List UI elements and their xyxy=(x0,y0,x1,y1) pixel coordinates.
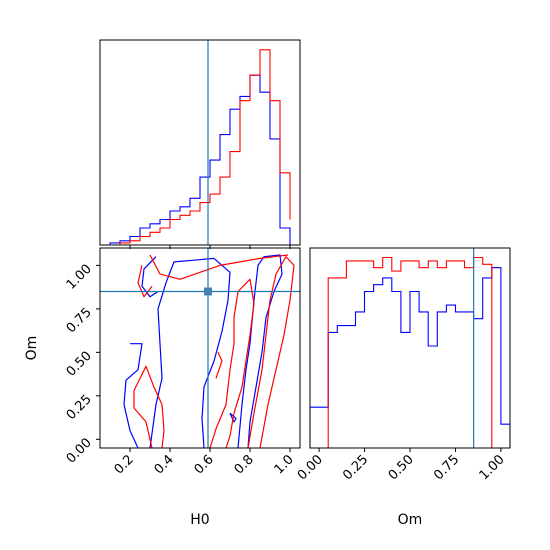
x-axis-label-Om: Om xyxy=(398,512,423,528)
tick-label-Om-x-1: 0.25 xyxy=(340,452,371,483)
contour-6 xyxy=(149,254,289,280)
tick-label-H0-2: 0.6 xyxy=(192,452,217,477)
histogram-panel-H0 xyxy=(99,39,301,249)
tick-label-H0-1: 0.4 xyxy=(152,452,177,477)
hist-Om-series-1 xyxy=(310,256,510,448)
y-axis-label-Om: Om xyxy=(24,336,40,361)
contour-0 xyxy=(149,257,231,448)
histogram-panel-Om xyxy=(309,247,511,449)
tick-label-H0-4: 1.0 xyxy=(272,452,297,477)
tick-label-Om-y-1: 0.25 xyxy=(64,392,95,423)
tick-label-H0-3: 0.8 xyxy=(232,452,257,477)
contour-1 xyxy=(123,343,143,448)
hist-Om-series-0 xyxy=(310,267,510,448)
contour-2 xyxy=(141,256,159,298)
tick-label-Om-x-4: 1.00 xyxy=(477,452,508,483)
contour-9 xyxy=(247,256,295,448)
tick-label-Om-y-2: 0.50 xyxy=(64,349,95,380)
axes-frame-main xyxy=(99,247,301,449)
x-axis-label-H0: H0 xyxy=(190,512,209,528)
hist-H0-series-1 xyxy=(110,49,291,245)
tick-label-Om-x-3: 0.75 xyxy=(431,452,462,483)
tick-label-H0-0: 0.2 xyxy=(112,452,137,477)
tick-label-Om-y-4: 1.00 xyxy=(64,262,95,293)
contour-panel-H0-Om xyxy=(99,247,301,449)
tick-labels: 0.2 0.4 0.6 0.8 1.00.000.250.500.751.000.00 0… xyxy=(64,262,508,484)
tick-label-Om-y-3: 0.75 xyxy=(64,305,95,336)
contour-8 xyxy=(209,278,255,448)
tick-label-Om-x-2: 0.50 xyxy=(386,452,417,483)
contour-3 xyxy=(237,254,283,448)
axes-frame-top xyxy=(99,39,301,246)
hist-H0-series-0 xyxy=(109,74,291,245)
contour-5 xyxy=(133,365,165,448)
contour-10 xyxy=(215,352,223,379)
truth-marker xyxy=(204,287,212,296)
tick-label-Om-x-0: 0.00 xyxy=(295,452,326,483)
tick-label-Om-y-0: 0.00 xyxy=(64,436,95,467)
